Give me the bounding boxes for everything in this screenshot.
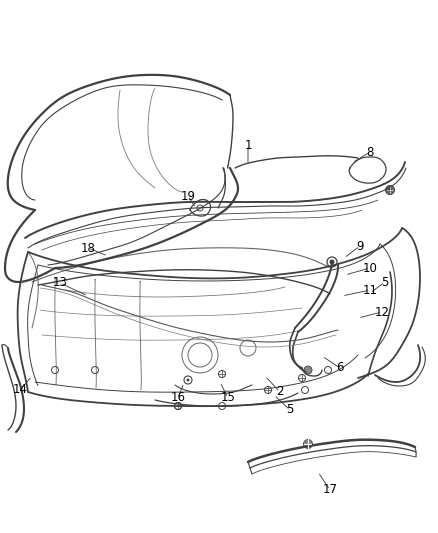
- Text: 9: 9: [356, 239, 363, 253]
- Circle shape: [303, 366, 311, 374]
- Circle shape: [303, 440, 312, 448]
- Circle shape: [385, 185, 394, 195]
- Text: 16: 16: [170, 392, 185, 405]
- Text: 11: 11: [362, 284, 377, 296]
- Text: 17: 17: [322, 483, 337, 497]
- Circle shape: [329, 260, 334, 264]
- Text: 13: 13: [53, 277, 67, 289]
- Text: 1: 1: [244, 139, 251, 151]
- Text: 10: 10: [362, 262, 377, 274]
- Text: 18: 18: [81, 241, 95, 254]
- Text: 12: 12: [374, 305, 389, 319]
- Text: 8: 8: [365, 146, 373, 158]
- Text: 14: 14: [12, 384, 28, 397]
- Circle shape: [387, 188, 391, 192]
- Text: 6: 6: [336, 361, 343, 375]
- Text: 15: 15: [220, 392, 235, 405]
- Text: 2: 2: [276, 385, 283, 399]
- Text: 5: 5: [286, 403, 293, 416]
- Text: 5: 5: [381, 276, 388, 288]
- Text: 19: 19: [180, 190, 195, 203]
- Circle shape: [186, 378, 189, 382]
